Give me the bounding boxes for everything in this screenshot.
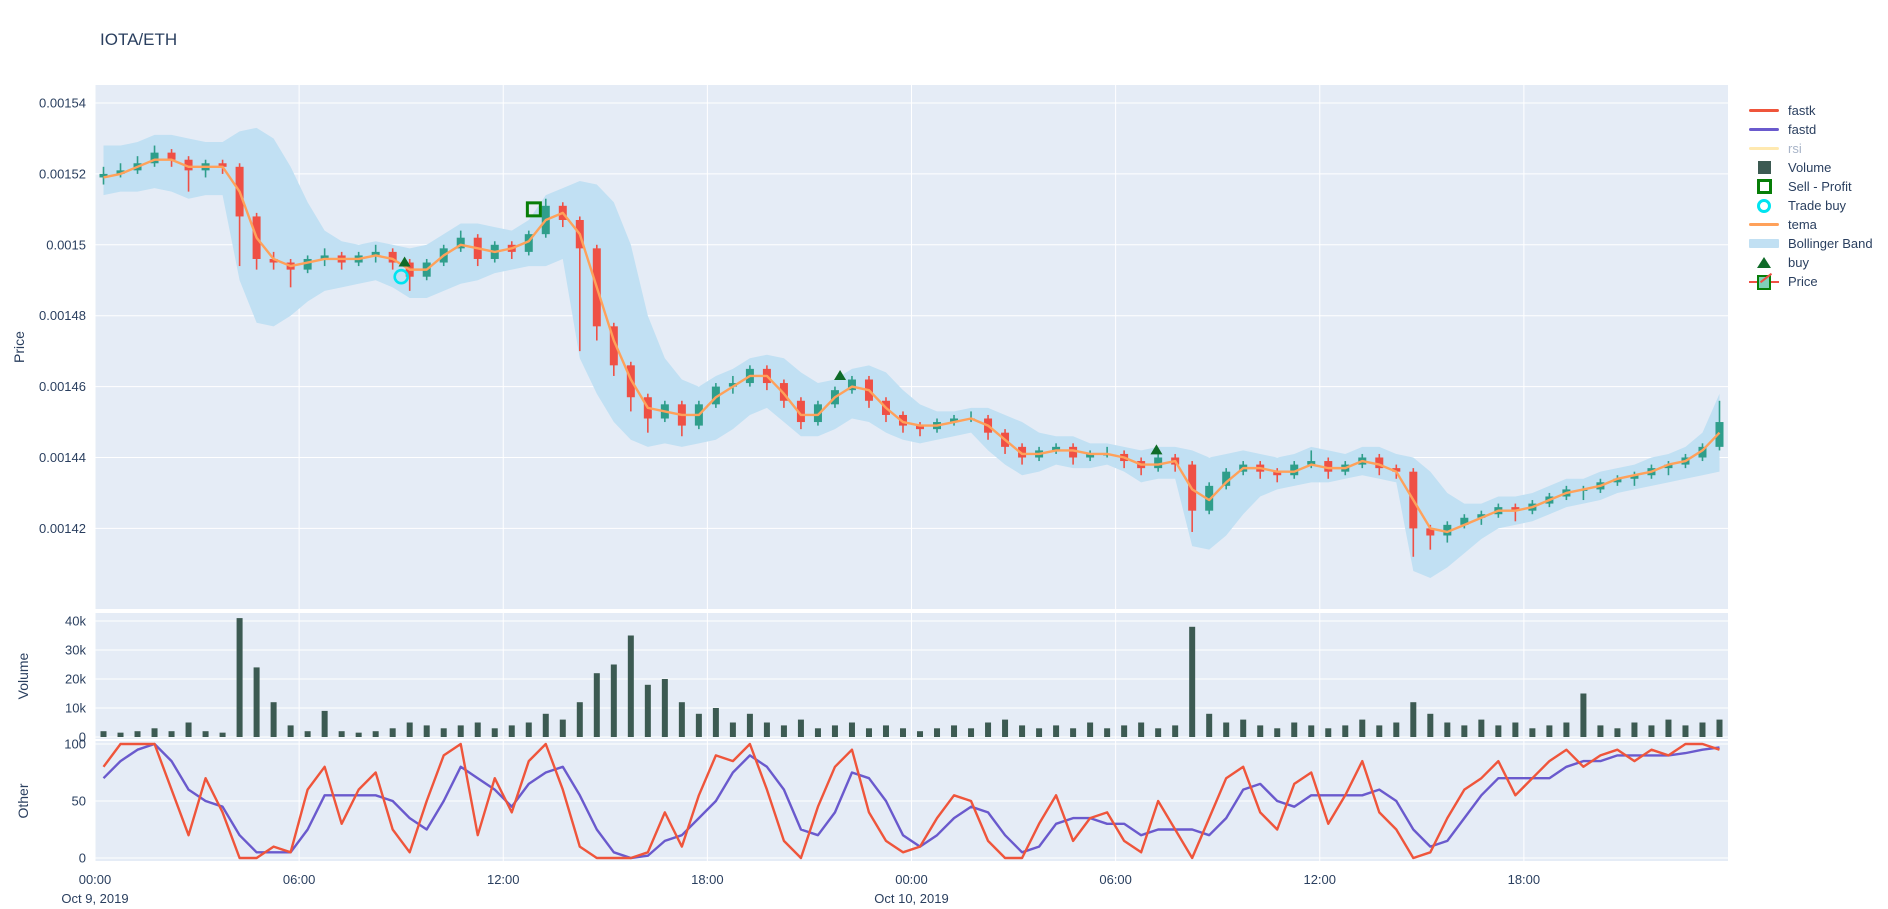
volume-swatch-icon: [1748, 161, 1780, 174]
svg-text:00:00: 00:00: [79, 872, 112, 887]
chart-title: IOTA/ETH: [100, 30, 178, 49]
trade-markers: [393, 201, 1163, 455]
svg-text:50: 50: [72, 794, 86, 809]
sell-profit-swatch-icon: [1748, 179, 1780, 194]
trade-buy-marker: [393, 268, 409, 285]
y-axis-tick-labels: 0.00154 0.00152 0.0015 0.00148 0.00146 0.0014…: [39, 96, 86, 866]
legend-item-tema[interactable]: tema: [1748, 215, 1886, 234]
sell-profit-marker: [525, 201, 542, 218]
legend-item-sell-profit[interactable]: Sell - Profit: [1748, 177, 1886, 196]
legend-label-trade-buy: Trade buy: [1788, 198, 1847, 213]
svg-text:12:00: 12:00: [1303, 872, 1336, 887]
svg-text:30k: 30k: [65, 643, 86, 658]
legend-label-fastd: fastd: [1788, 122, 1817, 137]
svg-text:100: 100: [64, 737, 86, 752]
buy-marker: [398, 256, 411, 267]
svg-text:06:00: 06:00: [283, 872, 316, 887]
bollinger-band-swatch-icon: [1748, 239, 1780, 248]
trade-buy-swatch-icon: [1748, 198, 1780, 213]
legend-label-price: Price: [1788, 274, 1818, 289]
legend-item-rsi[interactable]: rsi: [1748, 139, 1886, 158]
svg-text:0: 0: [79, 851, 86, 866]
legend-item-volume[interactable]: Volume: [1748, 158, 1886, 177]
svg-text:0.00154: 0.00154: [39, 96, 86, 111]
buy-swatch-icon: [1748, 257, 1780, 268]
rsi-swatch-icon: [1748, 147, 1780, 150]
legend-item-bollinger-band[interactable]: Bollinger Band: [1748, 234, 1886, 253]
fastd-line: [102, 742, 1720, 860]
svg-text:06:00: 06:00: [1099, 872, 1132, 887]
legend-label-buy: buy: [1788, 255, 1809, 270]
legend-item-buy[interactable]: buy: [1748, 253, 1886, 272]
svg-text:18:00: 18:00: [1508, 872, 1541, 887]
svg-text:0.00148: 0.00148: [39, 308, 86, 323]
tema-swatch-icon: [1748, 223, 1780, 226]
legend-item-trade-buy[interactable]: Trade buy: [1748, 196, 1886, 215]
tema-line: [103, 158, 1721, 534]
svg-text:0.00144: 0.00144: [39, 450, 86, 465]
legend-item-fastd[interactable]: fastd: [1748, 120, 1886, 139]
svg-text:0.0015: 0.0015: [46, 237, 86, 252]
volume-axis-title: Volume: [15, 652, 31, 699]
fastd-swatch-icon: [1748, 128, 1780, 131]
fastk-line: [102, 742, 1720, 860]
svg-text:20k: 20k: [65, 672, 86, 687]
svg-text:0: 0: [79, 730, 86, 745]
legend-label-tema: tema: [1788, 217, 1817, 232]
legend-label-volume: Volume: [1788, 160, 1832, 175]
svg-text:00:00: 00:00: [895, 872, 928, 887]
price-swatch-icon: [1748, 272, 1780, 290]
legend-label-sell-profit: Sell - Profit: [1788, 179, 1852, 194]
svg-text:Oct 9, 2019: Oct 9, 2019: [61, 891, 128, 906]
price-axis-title: Price: [11, 331, 27, 363]
buy-marker: [834, 369, 847, 380]
buy-marker: [1150, 444, 1163, 455]
other-axis-title: Other: [15, 783, 31, 818]
svg-text:40k: 40k: [65, 614, 86, 629]
legend-label-bollinger-band: Bollinger Band: [1788, 236, 1873, 251]
x-axis-tick-labels: 00:00 06:00 12:00 18:00 00:00 06:00 12:00 18:00…: [61, 872, 1540, 906]
svg-text:12:00: 12:00: [487, 872, 520, 887]
legend: fastk fastd rsi Volume Sell - Profit Trade bu…: [1748, 101, 1886, 291]
svg-text:Oct 10, 2019: Oct 10, 2019: [874, 891, 948, 906]
legend-label-fastk: fastk: [1788, 103, 1816, 118]
svg-text:10k: 10k: [65, 701, 86, 716]
legend-item-fastk[interactable]: fastk: [1748, 101, 1886, 120]
legend-label-rsi: rsi: [1788, 141, 1802, 156]
svg-text:0.00146: 0.00146: [39, 379, 86, 394]
legend-item-price[interactable]: Price: [1748, 272, 1886, 291]
volume-bars: [100, 618, 1723, 737]
fastk-swatch-icon: [1748, 109, 1780, 112]
svg-text:18:00: 18:00: [691, 872, 724, 887]
svg-text:0.00142: 0.00142: [39, 521, 86, 536]
svg-text:0.00152: 0.00152: [39, 166, 86, 181]
